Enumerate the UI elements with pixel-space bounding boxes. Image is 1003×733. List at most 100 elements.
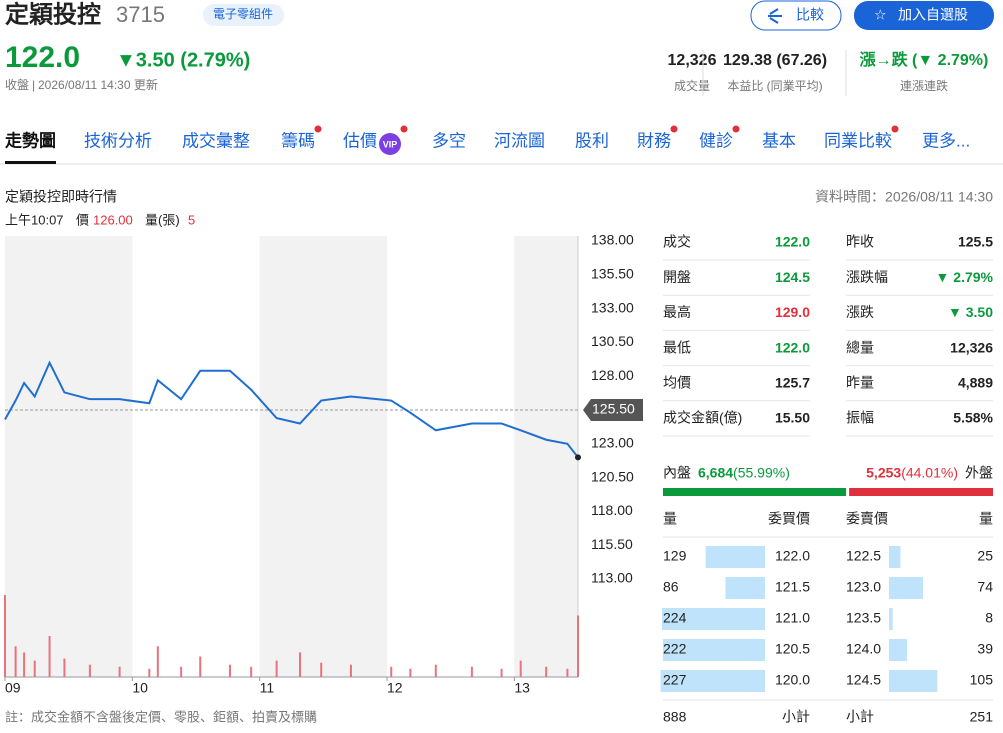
outer-bar — [849, 488, 993, 496]
ask-qty: 39 — [977, 641, 993, 657]
tab[interactable]: 籌碼 — [281, 131, 315, 150]
bid-qty: 129 — [663, 548, 687, 564]
volume-bar — [180, 666, 183, 677]
stock-code: 3715 — [116, 2, 165, 27]
volume-bar — [566, 668, 569, 677]
separator: | — [32, 78, 35, 92]
volume-bar — [156, 646, 159, 677]
volume-bar — [298, 652, 301, 677]
reference-tag — [583, 399, 643, 421]
section-title: 定穎投控即時行情 — [5, 189, 117, 205]
tab[interactable]: 股利 — [575, 131, 609, 150]
ask-bar — [889, 577, 924, 599]
tab[interactable]: 基本 — [762, 131, 796, 150]
tab-dot — [314, 125, 322, 133]
stat-label: 均價 — [663, 375, 691, 391]
tab[interactable]: 河流圖 — [494, 131, 545, 150]
stat-value: ▼ 2.79% — [936, 269, 994, 285]
outer-percent: (44.01%) — [901, 465, 958, 481]
summary-label: 成交量 — [674, 78, 710, 93]
industry-tag-bg[interactable] — [203, 4, 284, 26]
industry-tag[interactable]: 電子零組件 — [213, 7, 273, 21]
bid-bar — [662, 639, 765, 661]
summary-label: 本益比 (同業平均) — [727, 79, 822, 93]
compare-label[interactable]: 比較 — [796, 7, 824, 23]
ask-qty: 8 — [985, 610, 993, 626]
y-tick-label: 128.00 — [591, 367, 634, 383]
hour-band — [259, 236, 387, 677]
stat-value: 129.0 — [775, 304, 810, 320]
hover-price-label: 價 — [76, 212, 89, 227]
ask-bar — [889, 608, 893, 630]
x-tick-label: 10 — [132, 680, 148, 696]
volume-bar — [199, 656, 202, 677]
summary-value: 129.38 (67.26) — [723, 52, 827, 69]
volume-bar — [48, 636, 51, 677]
outer-volume: 5,253 — [866, 465, 901, 481]
bid-bar — [705, 546, 765, 568]
stat-value: 15.50 — [775, 410, 810, 426]
hover-price: 126.00 — [93, 212, 133, 227]
hour-band — [514, 236, 578, 677]
tab-dot — [400, 125, 408, 133]
stat-value: 125.7 — [775, 375, 810, 391]
status: 收盤 — [5, 78, 29, 92]
stat-value: 12,326 — [950, 339, 993, 355]
tab[interactable]: 估價 — [343, 131, 377, 150]
bid-qty: 227 — [663, 672, 687, 688]
tab-dot — [891, 125, 899, 133]
volume-bar — [88, 664, 91, 677]
y-tick-label: 133.00 — [591, 299, 634, 315]
y-tick-label: 135.50 — [591, 266, 634, 282]
ask-qty: 25 — [977, 548, 993, 564]
watchlist-button[interactable] — [854, 1, 994, 30]
tab[interactable]: 技術分析 — [84, 131, 152, 150]
tab[interactable]: 同業比較 — [824, 131, 892, 150]
compare-button[interactable] — [750, 0, 842, 31]
outer-label: 外盤 — [965, 465, 993, 481]
y-tick-label: 120.50 — [591, 468, 634, 484]
price: 122.0 — [5, 41, 80, 74]
vip-badge — [379, 133, 401, 155]
bid-qty: 224 — [663, 610, 687, 626]
summary-value: 漲→跌 (▼ 2.79%) — [860, 50, 989, 69]
tab[interactable]: 多空 — [432, 131, 466, 150]
tab[interactable]: 更多... — [922, 131, 970, 150]
bid-price: 122.0 — [775, 548, 810, 564]
stat-value: 122.0 — [775, 234, 810, 250]
stat-label: 成交 — [663, 234, 691, 250]
tab-underline — [5, 161, 56, 164]
volume-bar — [320, 662, 323, 677]
stat-value: 4,889 — [958, 375, 993, 391]
stat-value: ▼ 3.50 — [948, 304, 993, 320]
volume-bar — [275, 660, 278, 677]
volume-bar — [577, 615, 579, 677]
y-tick-label: 118.00 — [591, 502, 633, 518]
stat-label: 漲跌幅 — [846, 269, 888, 285]
tab[interactable]: 健診 — [699, 131, 733, 150]
tab[interactable]: 財務 — [637, 131, 671, 150]
bid-qty: 222 — [663, 641, 687, 657]
y-tick-label: 113.00 — [591, 570, 633, 586]
volume-bar — [470, 666, 473, 677]
y-tick-label: 123.00 — [591, 435, 634, 451]
stat-value: 122.0 — [775, 339, 810, 355]
hover-volume: 5 — [188, 212, 195, 227]
stat-label: 漲跌 — [846, 304, 874, 320]
data-time: 資料時間：2026/08/11 14:30 — [815, 189, 993, 205]
stat-label: 最高 — [663, 304, 691, 320]
updated-time: 2026/08/11 14:30 更新 — [38, 77, 158, 92]
hover-volume-label: 量(張) — [145, 212, 180, 227]
volume-bar — [118, 666, 121, 677]
watchlist-label[interactable]: 加入自選股 — [898, 7, 968, 23]
stat-value: 124.5 — [775, 269, 810, 285]
volume-bar — [148, 668, 151, 677]
y-tick-label: 130.50 — [591, 333, 634, 349]
x-tick-label: 11 — [260, 680, 275, 696]
tab[interactable]: 成交彙整 — [182, 131, 250, 150]
bid-price: 121.5 — [775, 579, 810, 595]
ask-price: 122.5 — [846, 548, 881, 564]
stat-label: 總量 — [846, 339, 874, 355]
stat-label: 昨收 — [846, 234, 874, 250]
tab[interactable]: 走勢圖 — [5, 130, 56, 150]
